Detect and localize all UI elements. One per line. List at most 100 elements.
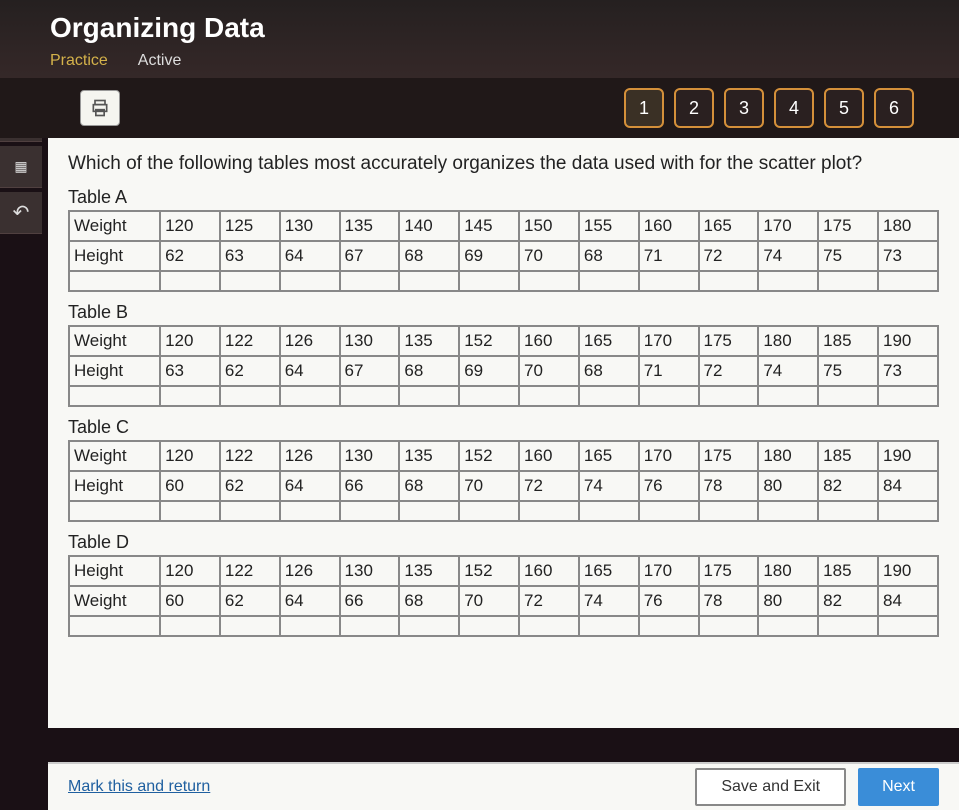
data-cell: 70 [519,356,579,386]
data-cell: 120 [160,326,220,356]
table-row [69,501,938,521]
data-cell: 67 [340,356,400,386]
tab-practice[interactable]: Practice [50,52,108,70]
empty-cell [160,501,220,521]
table-label: Table A [68,187,939,208]
empty-cell [579,501,639,521]
save-exit-button[interactable]: Save and Exit [695,768,846,806]
data-cell: 130 [280,211,340,241]
data-cell: 62 [220,586,280,616]
data-cell: 175 [699,326,759,356]
empty-cell [519,386,579,406]
mark-return-link[interactable]: Mark this and return [68,778,210,796]
data-cell: 140 [399,211,459,241]
data-cell: 135 [340,211,400,241]
table-row: Weight60626466687072747678808284 [69,586,938,616]
empty-cell [220,386,280,406]
page-num-2[interactable]: 2 [674,88,714,128]
table-row: Weight1201251301351401451501551601651701… [69,211,938,241]
empty-cell [340,271,400,291]
data-cell: 126 [280,556,340,586]
row-header: Height [69,241,160,271]
empty-cell [639,616,699,636]
data-cell: 62 [220,356,280,386]
data-cell: 76 [639,586,699,616]
data-cell: 122 [220,556,280,586]
empty-cell [459,386,519,406]
data-cell: 135 [399,556,459,586]
data-cell: 75 [818,241,878,271]
table-row: Weight1201221261301351521601651701751801… [69,326,938,356]
data-cell: 180 [758,326,818,356]
data-cell: 120 [160,441,220,471]
empty-cell [160,386,220,406]
data-cell: 130 [340,326,400,356]
data-cell: 75 [818,356,878,386]
data-cell: 74 [579,586,639,616]
empty-cell [818,386,878,406]
empty-cell [818,271,878,291]
data-cell: 64 [280,356,340,386]
empty-cell [639,386,699,406]
data-cell: 160 [519,556,579,586]
data-cell: 70 [519,241,579,271]
data-cell: 170 [758,211,818,241]
data-cell: 125 [220,211,280,241]
page-num-4[interactable]: 4 [774,88,814,128]
row-header: Height [69,556,160,586]
data-cell: 145 [459,211,519,241]
data-cell: 68 [399,241,459,271]
table-row: Height63626467686970687172747573 [69,356,938,386]
data-cell: 64 [280,471,340,501]
empty-cell [220,616,280,636]
page-title: Organizing Data [50,12,909,44]
page-num-3[interactable]: 3 [724,88,764,128]
tables-container: Table A Weight120125130135140145150155160… [68,187,939,637]
row-header: Weight [69,326,160,356]
data-cell: 120 [160,556,220,586]
data-cell: 64 [280,241,340,271]
empty-cell [579,386,639,406]
page-num-5[interactable]: 5 [824,88,864,128]
table-row: Height62636467686970687172747573 [69,241,938,271]
data-cell: 122 [220,441,280,471]
data-cell: 185 [818,441,878,471]
data-cell: 152 [459,326,519,356]
data-cell: 72 [699,241,759,271]
empty-cell [758,616,818,636]
data-cell: 64 [280,586,340,616]
data-cell: 185 [818,556,878,586]
page-num-6[interactable]: 6 [874,88,914,128]
data-cell: 78 [699,471,759,501]
data-cell: 152 [459,556,519,586]
tab-active[interactable]: Active [138,52,182,70]
empty-cell [69,271,160,291]
page-num-1[interactable]: 1 [624,88,664,128]
empty-cell [69,501,160,521]
data-cell: 165 [699,211,759,241]
calculator-tool-icon[interactable] [0,146,42,188]
table-label: Table C [68,417,939,438]
data-cell: 135 [399,326,459,356]
toolbar: 1 2 3 4 5 6 [0,78,959,138]
empty-cell [639,271,699,291]
empty-cell [878,271,938,291]
table-row [69,386,938,406]
empty-cell [459,616,519,636]
data-cell: 72 [699,356,759,386]
undo-tool-icon[interactable] [0,192,42,234]
data-cell: 126 [280,326,340,356]
empty-cell [399,386,459,406]
data-cell: 135 [399,441,459,471]
next-button[interactable]: Next [858,768,939,806]
data-cell: 60 [160,586,220,616]
empty-cell [280,271,340,291]
empty-cell [220,501,280,521]
empty-cell [69,386,160,406]
data-cell: 175 [818,211,878,241]
print-button[interactable] [80,90,120,126]
data-cell: 70 [459,471,519,501]
empty-cell [160,616,220,636]
table-row: Weight1201221261301351521601651701751801… [69,441,938,471]
data-cell: 180 [758,556,818,586]
